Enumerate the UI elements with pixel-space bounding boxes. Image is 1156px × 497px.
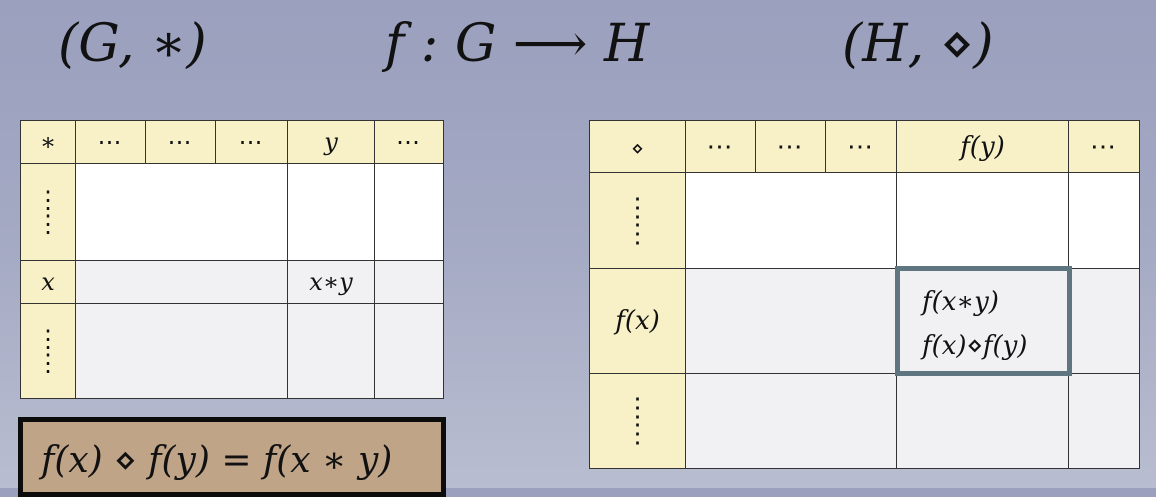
op-symbol-g: ∗ <box>20 120 76 164</box>
col-header-y: y <box>287 120 375 164</box>
col-header-dots: ⋯ <box>145 120 216 164</box>
row-header-vdots: ⋮ ⋮ <box>589 373 686 469</box>
homomorphism-identity: f(x) ⋄ f(y) = f(x ∗ y) <box>41 440 393 481</box>
table-cell <box>1068 172 1140 269</box>
row-header-vdots: ⋮ ⋮ <box>20 303 76 399</box>
table-cell <box>75 260 288 304</box>
homomorphism-identity-box: f(x) ⋄ f(y) = f(x ∗ y) <box>18 417 446 497</box>
col-header-dots: ⋯ <box>755 120 826 173</box>
result-f-x-diamond-f-y: f(x)⋄f(y) <box>922 331 1028 361</box>
cayley-table-g: ∗ ⋯ ⋯ ⋯ y ⋯ ⋮ ⋮ x x∗y ⋮ ⋮ <box>20 120 444 399</box>
result-cell-x-star-y: x∗y <box>287 260 375 304</box>
table-cell <box>896 373 1069 469</box>
table-cell <box>287 163 375 261</box>
col-header-dots: ⋯ <box>215 120 288 164</box>
col-header-dots-end: ⋯ <box>1068 120 1140 173</box>
table-cell <box>685 268 897 374</box>
col-header-dots: ⋯ <box>75 120 146 164</box>
table-cell <box>374 260 444 304</box>
result-cell-h <box>896 268 1069 374</box>
row-header-vdots: ⋮ ⋮ <box>20 163 76 261</box>
table-cell <box>75 163 288 261</box>
row-header-f-x: f(x) <box>589 268 686 374</box>
table-cell <box>1068 268 1140 374</box>
op-symbol-h: ⋄ <box>589 120 686 173</box>
cayley-table-h: ⋄ ⋯ ⋯ ⋯ f(y) ⋯ ⋮ ⋮ f(x) ⋮ ⋮ <box>589 120 1140 469</box>
col-header-f-y: f(y) <box>896 120 1069 173</box>
table-cell <box>374 163 444 261</box>
col-header-dots-end: ⋯ <box>374 120 444 164</box>
result-f-of-x-star-y: f(x∗y) <box>922 287 999 317</box>
row-header-x: x <box>20 260 76 304</box>
table-cell <box>1068 373 1140 469</box>
table-cell <box>374 303 444 399</box>
table-cell <box>685 172 897 269</box>
table-cell <box>685 373 897 469</box>
row-header-vdots: ⋮ ⋮ <box>589 172 686 269</box>
col-header-dots: ⋯ <box>685 120 756 173</box>
table-cell <box>75 303 288 399</box>
group-g-heading: (G, ∗) <box>58 14 207 74</box>
col-header-dots: ⋯ <box>825 120 897 173</box>
highlighted-result-box: f(x∗y) f(x)⋄f(y) <box>895 266 1072 376</box>
table-cell <box>896 172 1069 269</box>
table-cell <box>287 303 375 399</box>
group-h-heading: (H, ⋄) <box>842 14 994 74</box>
homomorphism-heading: f : G ⟶ H <box>385 14 650 74</box>
